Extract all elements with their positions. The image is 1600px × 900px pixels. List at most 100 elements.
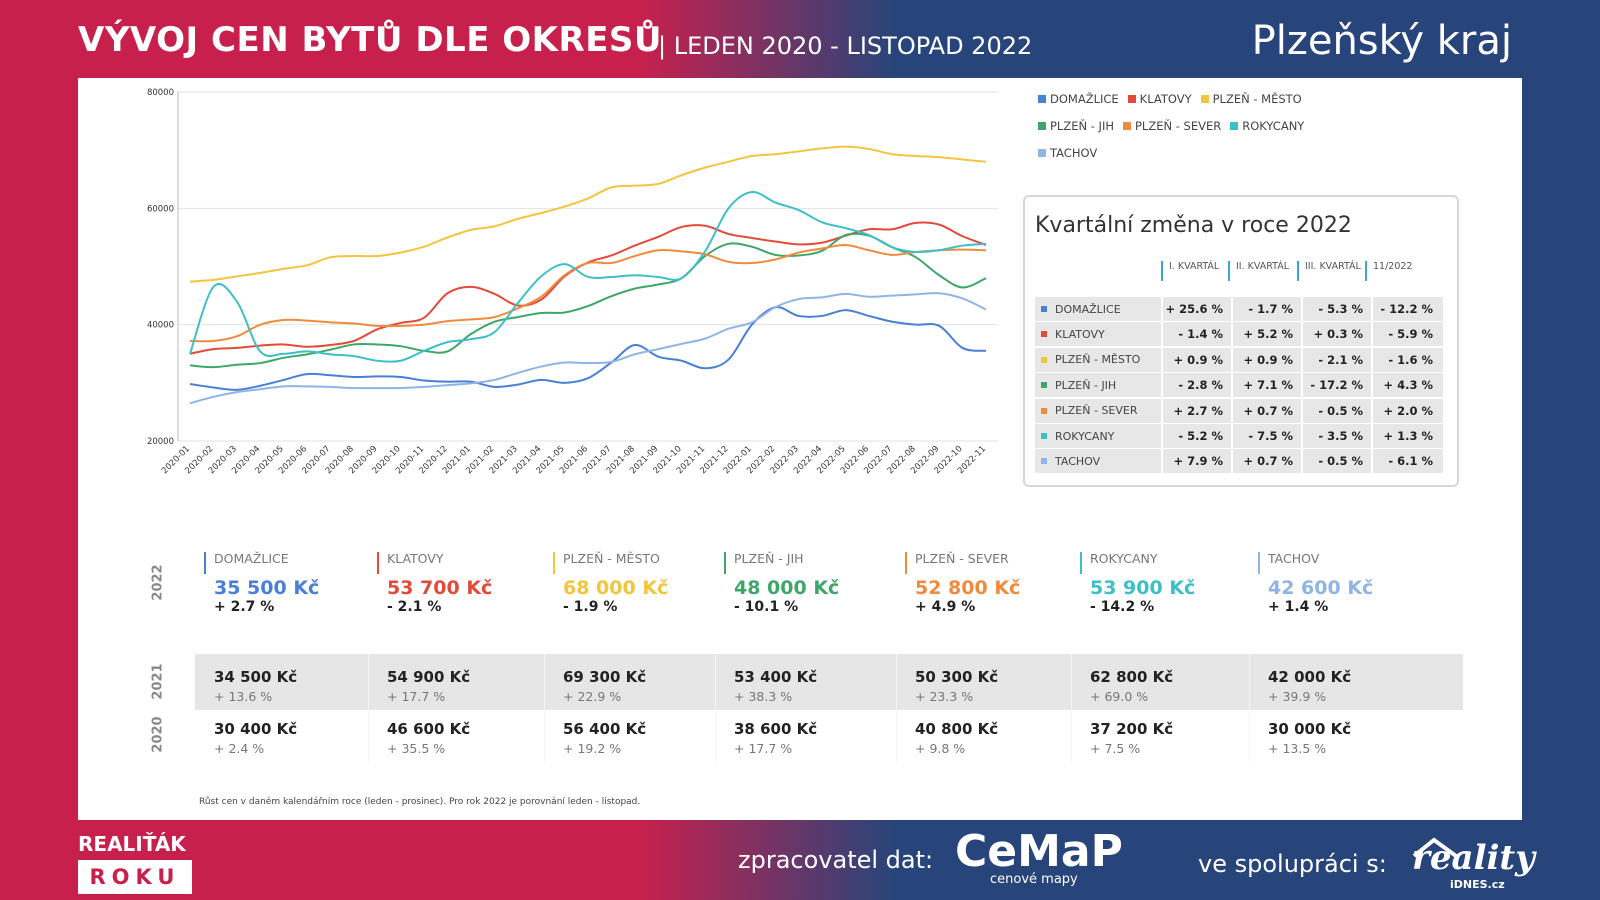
- cell-price: 30 000 Kč: [1268, 720, 1352, 738]
- row-label: TACHOV: [1055, 454, 1101, 468]
- quarter-value: - 7.5 %: [1231, 424, 1301, 448]
- series-line-doma-lice: [189, 306, 987, 391]
- quarter-row: PLZEŇ - JIH - 2.8 % + 7.1 % - 17.2 % + 4.3 %: [1035, 373, 1443, 398]
- district-cell-2021: 34 500 Kč + 13.6 %: [196, 668, 366, 704]
- district-name: ROKYCANY: [1080, 552, 1250, 574]
- legend-swatch: [1122, 122, 1131, 130]
- quarter-value: + 0.9 %: [1231, 347, 1301, 372]
- row-label: ROKYCANY: [1055, 429, 1115, 443]
- cell-change: + 39.9 %: [1268, 689, 1327, 704]
- legend-item: PLZEŇ - SEVER: [1122, 119, 1222, 133]
- district-change-2022: - 1.9 %: [563, 599, 618, 615]
- quarter-value: + 5.2 %: [1231, 322, 1301, 347]
- legend-swatch: [1127, 95, 1136, 103]
- district-2022: KLATOVY 53 700 Kč - 2.1 %: [377, 552, 547, 615]
- district-cell-2020: 37 200 Kč + 7.5 %: [1072, 720, 1242, 756]
- series-line-plze-jih: [189, 232, 987, 369]
- y-tick-label: 60000: [147, 204, 174, 214]
- quarter-value: - 0.5 %: [1301, 449, 1371, 474]
- district-2022: PLZEŇ - MĚSTO 68 000 Kč - 1.9 %: [553, 552, 723, 615]
- quarter-value: - 17.2 %: [1301, 373, 1371, 398]
- district-price-2022: 48 000 Kč: [734, 577, 840, 599]
- cemap-subtitle: cenové mapy: [990, 872, 1078, 887]
- price-line-chart: 200004000060000800002020-012020-022020-0…: [147, 88, 998, 476]
- series-line-plze-m-sto: [189, 145, 987, 283]
- brand-top-text: REALIŤÁK: [78, 832, 186, 856]
- quarter-row-name: PLZEŇ - SEVER: [1035, 399, 1161, 423]
- quarter-header: I. KVARTÁL: [1161, 261, 1219, 281]
- house-roof-icon: [1412, 837, 1458, 858]
- quarter-value: - 1.4 %: [1161, 322, 1231, 347]
- year-label-2021: 2021: [150, 663, 166, 700]
- district-2022: DOMAŽLICE 35 500 Kč + 2.7 %: [204, 552, 374, 615]
- legend-swatch: [1200, 95, 1209, 103]
- quarter-value: + 25.6 %: [1161, 297, 1231, 321]
- legend-swatch: [1038, 95, 1046, 103]
- legend-label: PLZEŇ - JIH: [1050, 119, 1114, 133]
- header-title: VÝVOJ CEN BYTŮ DLE OKRESŮ: [78, 20, 663, 60]
- district-name: PLZEŇ - JIH: [724, 552, 894, 574]
- legend-item: DOMAŽLICE: [1038, 92, 1119, 106]
- series-line-klatovy: [189, 221, 987, 355]
- cell-price: 56 400 Kč: [563, 720, 647, 738]
- quarter-row-name: PLZEŇ - JIH: [1035, 373, 1161, 397]
- cell-price: 37 200 Kč: [1090, 720, 1174, 738]
- district-cell-2021: 53 400 Kč + 38.3 %: [716, 668, 886, 704]
- series-line-rokycany: [189, 191, 987, 363]
- cell-price: 54 900 Kč: [387, 668, 471, 686]
- cell-price: 34 500 Kč: [214, 668, 298, 686]
- district-change-2022: + 2.7 %: [214, 599, 275, 615]
- quarter-value: - 1.6 %: [1371, 347, 1441, 372]
- row-label: PLZEŇ - SEVER: [1055, 404, 1138, 418]
- y-tick-label: 80000: [147, 88, 174, 98]
- legend-swatch: [1038, 122, 1046, 130]
- cell-price: 53 400 Kč: [734, 668, 818, 686]
- y-tick-label: 20000: [147, 437, 174, 447]
- district-price-2022: 35 500 Kč: [214, 577, 320, 599]
- legend-label: DOMAŽLICE: [1050, 92, 1119, 106]
- header-subtitle: | LEDEN 2020 - LISTOPAD 2022: [658, 32, 1033, 60]
- district-2022: PLZEŇ - JIH 48 000 Kč - 10.1 %: [724, 552, 894, 615]
- legend-label: ROKYCANY: [1242, 119, 1305, 133]
- series-line-plze-sever: [189, 243, 987, 343]
- cell-change: + 23.3 %: [915, 689, 974, 704]
- cell-change: + 17.7 %: [387, 689, 446, 704]
- row-swatch: [1041, 407, 1047, 414]
- district-change-2022: + 4.9 %: [915, 599, 976, 615]
- district-cell-2020: 38 600 Kč + 17.7 %: [716, 720, 886, 756]
- legend-item: KLATOVY: [1127, 92, 1192, 106]
- quarter-value: + 1.3 %: [1371, 424, 1441, 448]
- legend-label: TACHOV: [1050, 146, 1098, 160]
- cell-change: + 38.3 %: [734, 689, 793, 704]
- cell-price: 62 800 Kč: [1090, 668, 1174, 686]
- district-cell-2021: 62 800 Kč + 69.0 %: [1072, 668, 1242, 704]
- cell-change: + 35.5 %: [387, 741, 446, 756]
- legend-label: PLZEŇ - SEVER: [1134, 119, 1222, 133]
- brand-bottom-text: ROKU: [78, 860, 192, 894]
- column-divider: [715, 654, 716, 762]
- legend-item: TACHOV: [1038, 146, 1097, 160]
- column-divider: [368, 654, 369, 762]
- district-cell-2021: 69 300 Kč + 22.9 %: [545, 668, 715, 704]
- quarter-row: KLATOVY - 1.4 % + 5.2 % + 0.3 % - 5.9 %: [1035, 322, 1443, 347]
- quarter-value: - 5.9 %: [1371, 322, 1441, 347]
- quarter-value: + 7.1 %: [1231, 373, 1301, 398]
- header-region: Plzeňský kraj: [1251, 18, 1512, 64]
- row-swatch: [1041, 306, 1047, 312]
- quarter-value: + 2.0 %: [1371, 398, 1441, 423]
- content-panel: 20000 40000 60000 80000 2020-01 2020-02 2020-0…: [78, 78, 1522, 820]
- row-swatch: [1041, 331, 1047, 338]
- district-name: PLZEŇ - MĚSTO: [553, 552, 723, 574]
- district-name: DOMAŽLICE: [204, 552, 374, 574]
- quarter-row-name: TACHOV: [1035, 449, 1161, 473]
- district-cell-2020: 40 800 Kč + 9.8 %: [897, 720, 1067, 756]
- quarterly-change-box: Kvartální změna v roce 2022 I. KVARTÁL II…: [1023, 195, 1459, 487]
- cell-change: + 13.6 %: [214, 689, 273, 704]
- legend-item: PLZEŇ - MĚSTO: [1200, 92, 1302, 106]
- cell-change: + 7.5 %: [1090, 741, 1141, 756]
- cell-price: 38 600 Kč: [734, 720, 818, 738]
- cemap-logo: CeMaP: [955, 826, 1123, 877]
- quarter-value: + 0.3 %: [1301, 322, 1371, 347]
- cell-price: 46 600 Kč: [387, 720, 471, 738]
- cell-price: 42 000 Kč: [1268, 668, 1352, 686]
